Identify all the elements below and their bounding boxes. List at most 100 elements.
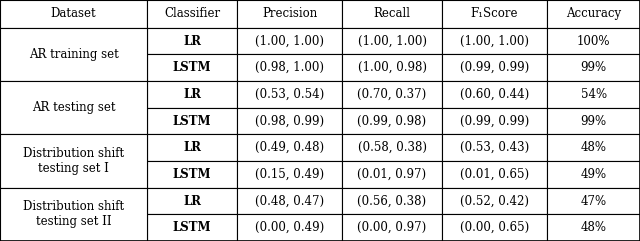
Bar [237, 0, 342, 28]
Text: F₁Score: F₁Score [470, 7, 518, 20]
Text: LR: LR [183, 194, 201, 208]
Text: 54%: 54% [580, 88, 607, 101]
Text: LSTM: LSTM [173, 61, 211, 74]
Text: (0.53, 0.54): (0.53, 0.54) [255, 88, 324, 101]
Text: (0.98, 0.99): (0.98, 0.99) [255, 114, 324, 127]
Bar [0, 188, 147, 241]
Text: (0.56, 0.38): (0.56, 0.38) [357, 194, 427, 208]
Bar [342, 81, 442, 108]
Text: 49%: 49% [580, 168, 607, 181]
Text: LSTM: LSTM [173, 221, 211, 234]
Bar [442, 108, 547, 134]
Bar [147, 214, 237, 241]
Text: 99%: 99% [580, 114, 607, 127]
Bar [342, 161, 442, 188]
Text: (1.00, 1.00): (1.00, 1.00) [358, 34, 426, 47]
Text: (0.53, 0.43): (0.53, 0.43) [460, 141, 529, 154]
Text: (0.99, 0.98): (0.99, 0.98) [357, 114, 427, 127]
Text: 99%: 99% [580, 61, 607, 74]
Text: (0.15, 0.49): (0.15, 0.49) [255, 168, 324, 181]
Text: Precision: Precision [262, 7, 317, 20]
Text: (0.70, 0.37): (0.70, 0.37) [357, 88, 427, 101]
Text: 47%: 47% [580, 194, 607, 208]
Text: Distribution shift
testing set II: Distribution shift testing set II [23, 200, 124, 228]
Bar [547, 188, 640, 214]
Bar [147, 188, 237, 214]
Text: 100%: 100% [577, 34, 611, 47]
Bar [342, 134, 442, 161]
Bar [237, 54, 342, 81]
Text: 48%: 48% [580, 141, 607, 154]
Bar [0, 134, 147, 188]
Text: LR: LR [183, 88, 201, 101]
Text: Accuracy: Accuracy [566, 7, 621, 20]
Bar [147, 161, 237, 188]
Text: (0.01, 0.65): (0.01, 0.65) [460, 168, 529, 181]
Bar [547, 28, 640, 54]
Text: (0.49, 0.48): (0.49, 0.48) [255, 141, 324, 154]
Bar [342, 108, 442, 134]
Text: LR: LR [183, 141, 201, 154]
Text: (0.99, 0.99): (0.99, 0.99) [460, 114, 529, 127]
Bar [0, 81, 147, 134]
Bar [442, 188, 547, 214]
Text: (0.00, 0.49): (0.00, 0.49) [255, 221, 324, 234]
Bar [237, 161, 342, 188]
Text: Distribution shift
testing set I: Distribution shift testing set I [23, 147, 124, 175]
Text: 48%: 48% [580, 221, 607, 234]
Text: (1.00, 1.00): (1.00, 1.00) [460, 34, 529, 47]
Text: (1.00, 1.00): (1.00, 1.00) [255, 34, 324, 47]
Text: AR testing set: AR testing set [32, 101, 115, 114]
Bar [342, 54, 442, 81]
Bar [442, 0, 547, 28]
Bar [342, 188, 442, 214]
Bar [0, 28, 147, 81]
Bar [237, 188, 342, 214]
Text: (0.58, 0.38): (0.58, 0.38) [358, 141, 426, 154]
Bar [442, 134, 547, 161]
Bar [547, 161, 640, 188]
Bar [442, 81, 547, 108]
Bar [547, 54, 640, 81]
Bar [547, 0, 640, 28]
Bar [0, 0, 147, 28]
Bar [147, 0, 237, 28]
Text: Recall: Recall [374, 7, 410, 20]
Bar [237, 134, 342, 161]
Bar [547, 81, 640, 108]
Text: (0.01, 0.97): (0.01, 0.97) [357, 168, 427, 181]
Bar [342, 214, 442, 241]
Bar [442, 214, 547, 241]
Bar [547, 134, 640, 161]
Bar [442, 54, 547, 81]
Text: Classifier: Classifier [164, 7, 220, 20]
Text: LSTM: LSTM [173, 114, 211, 127]
Text: (0.98, 1.00): (0.98, 1.00) [255, 61, 324, 74]
Bar [547, 108, 640, 134]
Text: Dataset: Dataset [51, 7, 97, 20]
Bar [342, 28, 442, 54]
Text: LSTM: LSTM [173, 168, 211, 181]
Text: (0.99, 0.99): (0.99, 0.99) [460, 61, 529, 74]
Bar [342, 0, 442, 28]
Bar [237, 81, 342, 108]
Bar [147, 81, 237, 108]
Bar [147, 28, 237, 54]
Bar [147, 134, 237, 161]
Text: (0.48, 0.47): (0.48, 0.47) [255, 194, 324, 208]
Text: (0.00, 0.97): (0.00, 0.97) [357, 221, 427, 234]
Text: (0.00, 0.65): (0.00, 0.65) [460, 221, 529, 234]
Bar [237, 108, 342, 134]
Bar [147, 54, 237, 81]
Bar [147, 108, 237, 134]
Text: (0.52, 0.42): (0.52, 0.42) [460, 194, 529, 208]
Text: LR: LR [183, 34, 201, 47]
Bar [237, 28, 342, 54]
Text: (0.60, 0.44): (0.60, 0.44) [460, 88, 529, 101]
Bar [442, 28, 547, 54]
Text: (1.00, 0.98): (1.00, 0.98) [358, 61, 426, 74]
Bar [547, 214, 640, 241]
Bar [442, 161, 547, 188]
Bar [237, 214, 342, 241]
Text: AR training set: AR training set [29, 48, 118, 61]
